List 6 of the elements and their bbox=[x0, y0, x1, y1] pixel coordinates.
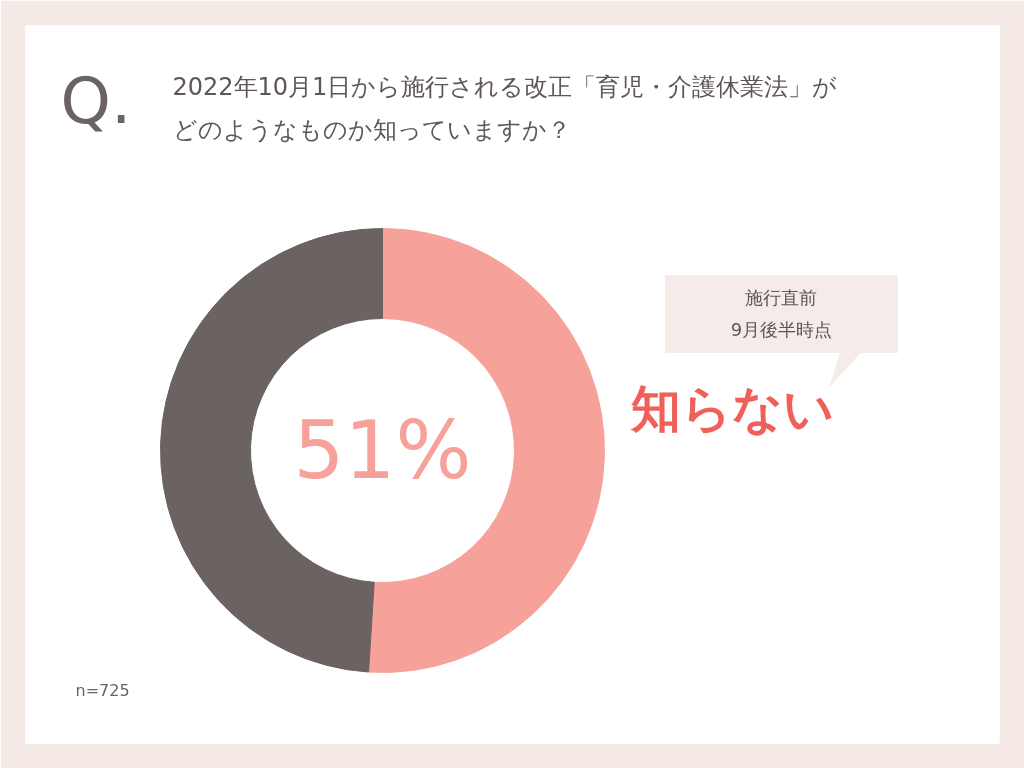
text: Q. bbox=[60, 63, 132, 138]
text: n=725 bbox=[75, 681, 130, 700]
text: 施行直前 9月後半時点 bbox=[730, 287, 833, 340]
data-label: 51% bbox=[293, 404, 472, 497]
chart-title: 2022年10月1日から施行される改正「育児・介護休業法」がどのようなものか知っていますか？ bbox=[172, 72, 838, 144]
slice-label: 知らない bbox=[629, 379, 834, 438]
